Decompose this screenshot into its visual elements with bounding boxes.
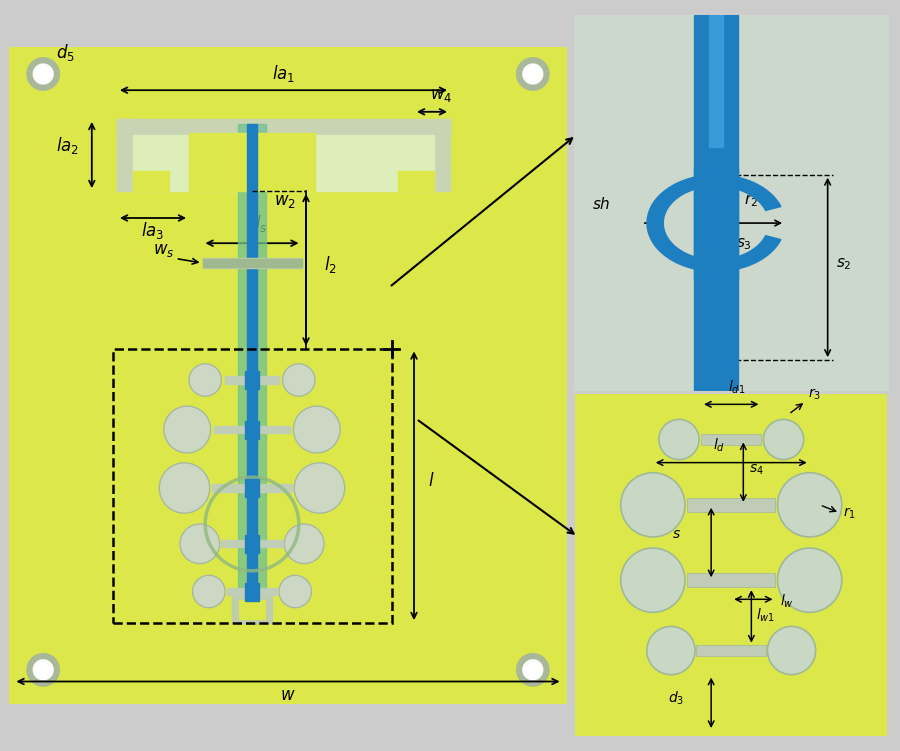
Bar [238, 123, 266, 623]
Bar [694, 168, 738, 279]
Circle shape [647, 626, 695, 674]
Bar [245, 421, 259, 439]
Circle shape [294, 463, 345, 513]
Bar [709, 15, 723, 147]
Bar [212, 484, 292, 492]
Circle shape [164, 406, 211, 453]
Bar [239, 599, 265, 620]
Text: $sh$: $sh$ [592, 196, 611, 212]
Bar [694, 15, 738, 391]
Bar [221, 540, 283, 547]
Circle shape [659, 419, 699, 460]
Text: $s_3$: $s_3$ [736, 237, 752, 252]
Bar [133, 171, 169, 191]
Circle shape [293, 406, 340, 453]
Circle shape [284, 524, 324, 563]
Circle shape [193, 575, 225, 608]
Bar [245, 535, 259, 553]
Text: $l_{d1}$: $l_{d1}$ [727, 379, 745, 396]
Bar [214, 426, 290, 433]
Text: $r_3$: $r_3$ [807, 386, 821, 402]
Circle shape [33, 660, 53, 680]
Text: $la_1$: $la_1$ [272, 62, 295, 83]
Bar [202, 258, 302, 268]
Circle shape [27, 58, 59, 90]
Circle shape [621, 548, 685, 612]
Bar [245, 583, 259, 601]
Bar [245, 479, 259, 497]
Bar [687, 498, 776, 512]
Bar [232, 596, 272, 623]
Bar [704, 15, 728, 208]
Bar [687, 573, 776, 587]
Circle shape [189, 363, 221, 397]
Circle shape [517, 653, 549, 686]
Text: $w_s$: $w_s$ [153, 241, 175, 259]
Circle shape [279, 575, 311, 608]
Circle shape [180, 524, 220, 563]
Text: $la_2$: $la_2$ [56, 134, 79, 155]
Circle shape [778, 472, 842, 537]
Circle shape [768, 626, 815, 674]
Text: $s_4$: $s_4$ [750, 462, 764, 477]
Text: $l_{w1}$: $l_{w1}$ [756, 606, 776, 624]
Circle shape [517, 58, 549, 90]
Polygon shape [647, 175, 781, 271]
Text: $l_w$: $l_w$ [780, 593, 795, 610]
Text: $la_3$: $la_3$ [141, 220, 165, 241]
Bar [227, 588, 277, 595]
Text: $w$: $w$ [280, 686, 296, 704]
Text: $r_2$: $r_2$ [743, 193, 758, 210]
Text: $l$: $l$ [428, 472, 434, 490]
Bar [117, 119, 133, 191]
Bar [245, 371, 259, 389]
Circle shape [523, 64, 543, 84]
Bar [189, 134, 315, 191]
Bar [133, 135, 434, 191]
Bar [112, 348, 392, 623]
Bar [398, 171, 434, 191]
Text: $w_4$: $w_4$ [430, 86, 452, 104]
Circle shape [33, 64, 53, 84]
Bar [696, 644, 767, 656]
Circle shape [778, 548, 842, 612]
Circle shape [283, 363, 315, 397]
Circle shape [27, 653, 59, 686]
Circle shape [621, 472, 685, 537]
Text: $w_2$: $w_2$ [274, 192, 296, 210]
Text: $d_3$: $d_3$ [668, 690, 684, 707]
Text: $r_1$: $r_1$ [842, 506, 856, 521]
Bar [247, 123, 257, 623]
Bar [117, 119, 450, 135]
Text: $l_d$: $l_d$ [713, 436, 725, 454]
Circle shape [523, 660, 543, 680]
Bar [202, 259, 302, 267]
Bar [225, 376, 279, 384]
Circle shape [763, 419, 804, 460]
Bar [434, 119, 450, 191]
Text: $l_s$: $l_s$ [255, 213, 267, 234]
Circle shape [159, 463, 210, 513]
Text: $s$: $s$ [671, 527, 680, 541]
Text: $s_2$: $s_2$ [836, 256, 851, 272]
Text: $d_5$: $d_5$ [56, 42, 75, 63]
Text: $l_2$: $l_2$ [324, 254, 337, 275]
Bar [701, 435, 761, 445]
